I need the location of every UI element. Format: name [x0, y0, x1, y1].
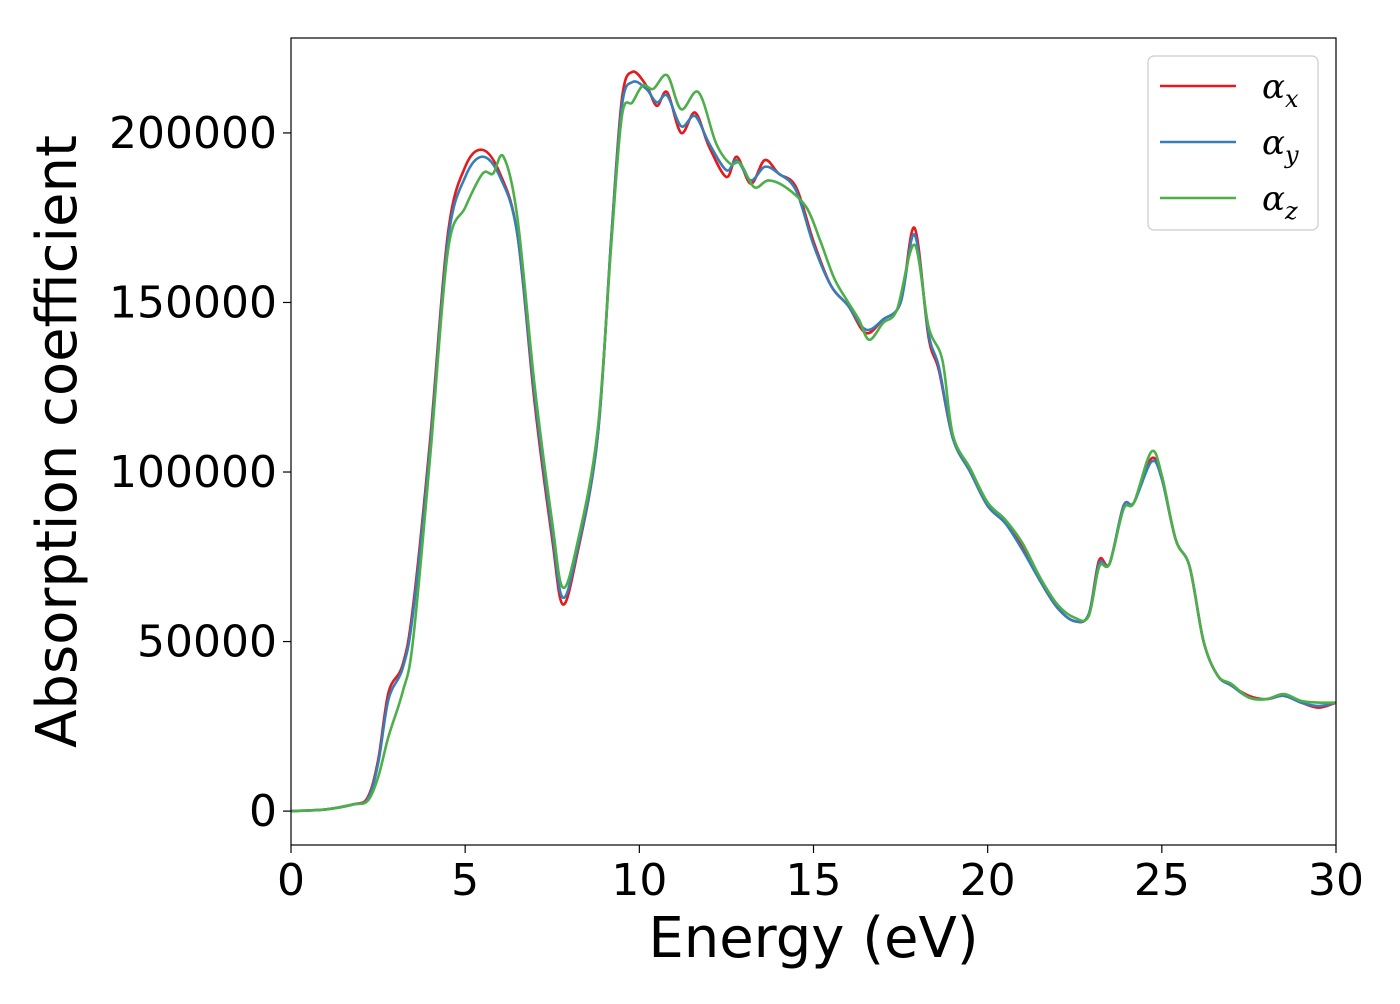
series-line-y [291, 80, 1336, 813]
x-axis-label: Energy (eV) [648, 906, 978, 971]
x-tick-label: 15 [786, 855, 842, 906]
y-axis: 0 50000 100000 150000 200000 [109, 108, 291, 837]
plot-lines [291, 70, 1336, 813]
y-tick-label: 150000 [109, 277, 277, 328]
x-tick-label: 25 [1134, 855, 1190, 906]
legend-label-y: αy [1262, 123, 1299, 169]
x-tick-label: 30 [1308, 855, 1364, 906]
y-tick-label: 50000 [137, 617, 277, 668]
y-tick-label: 0 [249, 786, 277, 837]
y-tick-label: 100000 [109, 447, 277, 498]
x-tick-label: 5 [451, 855, 479, 906]
x-axis: 0 5 10 15 20 25 30 [277, 845, 1364, 906]
x-tick-label: 20 [960, 855, 1016, 906]
series-line-z [291, 73, 1336, 813]
x-tick-label: 10 [611, 855, 667, 906]
x-tick-label: 0 [277, 855, 305, 906]
legend-label-x: αx [1262, 67, 1299, 113]
y-tick-label: 200000 [109, 108, 277, 159]
y-axis-label: Absorption coefficient [25, 135, 90, 748]
